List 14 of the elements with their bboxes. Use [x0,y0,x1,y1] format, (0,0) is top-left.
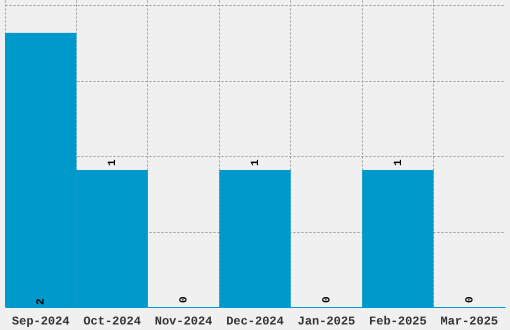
x-tick-label: Feb-2025 [369,314,427,328]
data-label: 0 [178,296,191,303]
data-label: 0 [321,296,334,303]
x-tick-label: Sep-2024 [12,314,70,328]
data-label: 1 [392,158,405,166]
data-label: 1 [107,158,120,166]
x-tick-label: Jan-2025 [298,314,356,328]
x-tick-label: Dec-2024 [226,314,284,328]
x-tick-label: Oct-2024 [83,314,141,328]
x-tick-label: Nov-2024 [154,314,212,328]
x-tick-label: Mar-2025 [440,314,498,328]
data-label: 2 [36,298,48,305]
data-label: 0 [464,296,476,303]
data-label: 1 [250,158,262,166]
